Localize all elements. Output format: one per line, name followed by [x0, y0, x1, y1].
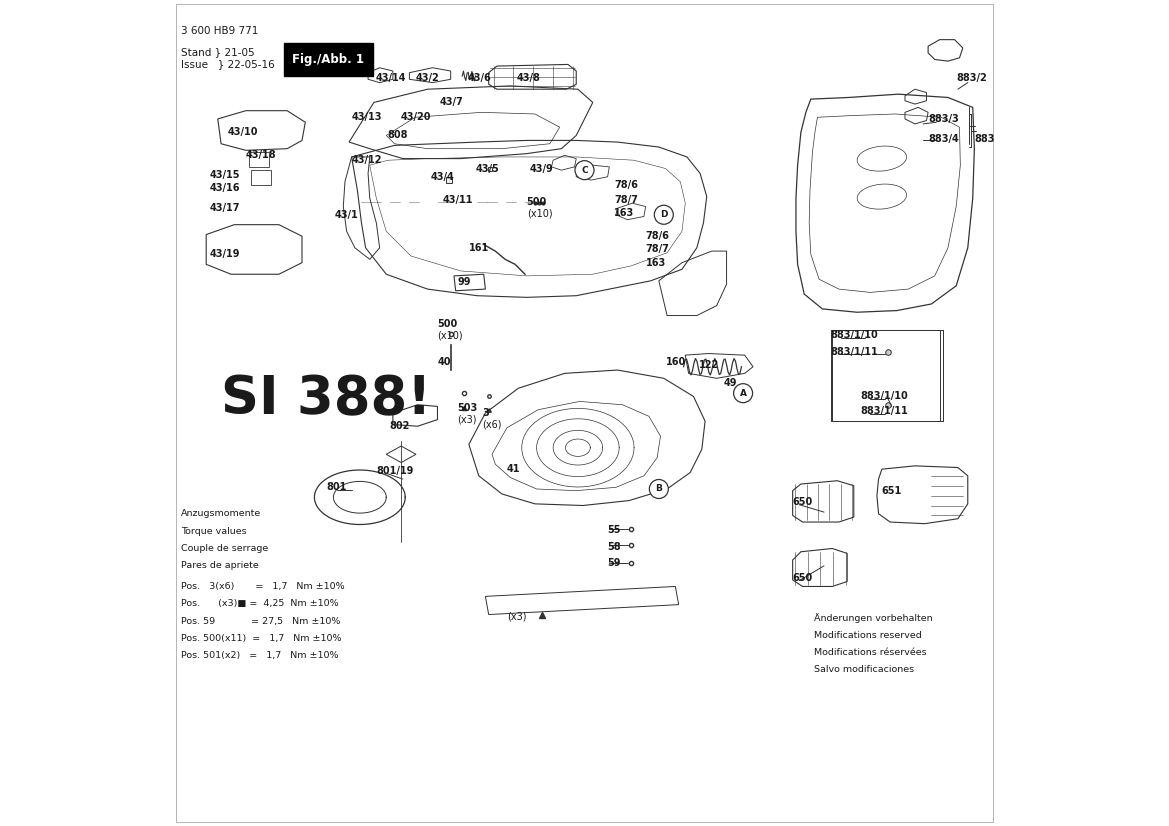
Text: 883/4: 883/4	[928, 134, 959, 144]
Text: 883/2: 883/2	[956, 73, 987, 83]
Text: 43/16: 43/16	[209, 183, 240, 193]
Text: (x10): (x10)	[437, 330, 463, 340]
Text: Pos. 501(x2)   =   1,7   Nm ±10%: Pos. 501(x2) = 1,7 Nm ±10%	[181, 652, 339, 660]
Text: 43/9: 43/9	[530, 164, 554, 173]
Text: 883/1/11: 883/1/11	[860, 406, 908, 416]
Text: 78/6: 78/6	[614, 180, 638, 190]
Text: 43/1: 43/1	[336, 210, 359, 220]
Bar	[249, 152, 269, 167]
Text: Pos. 59            = 27,5   Nm ±10%: Pos. 59 = 27,5 Nm ±10%	[181, 617, 341, 625]
Text: 43/20: 43/20	[400, 112, 431, 122]
Text: 3: 3	[482, 408, 489, 418]
Text: 78/7: 78/7	[614, 195, 638, 205]
Text: 3 600 HB9 771: 3 600 HB9 771	[181, 26, 258, 36]
Text: Pos.      (x3)■ =  4,25  Nm ±10%: Pos. (x3)■ = 4,25 Nm ±10%	[181, 600, 339, 608]
Text: (x6): (x6)	[482, 420, 502, 430]
Text: 43/6: 43/6	[468, 73, 491, 83]
Text: 43/19: 43/19	[209, 249, 240, 259]
Text: 650: 650	[793, 573, 812, 583]
FancyBboxPatch shape	[284, 43, 373, 76]
Text: 43/4: 43/4	[431, 172, 455, 182]
Text: A: A	[740, 389, 747, 397]
Text: Änderungen vorbehalten: Änderungen vorbehalten	[814, 613, 933, 623]
Text: 43/15: 43/15	[209, 170, 240, 180]
Text: Fig./Abb. 1: Fig./Abb. 1	[292, 53, 365, 66]
Text: 43/8: 43/8	[517, 73, 540, 83]
Text: Pos. 500(x11)  =   1,7   Nm ±10%: Pos. 500(x11) = 1,7 Nm ±10%	[181, 634, 341, 643]
Text: C: C	[581, 166, 588, 174]
Text: 883/1/10: 883/1/10	[831, 330, 878, 340]
Text: 122: 122	[699, 360, 719, 370]
Text: 78/7: 78/7	[645, 244, 670, 254]
Text: 43/14: 43/14	[375, 73, 406, 83]
Text: 43/13: 43/13	[352, 112, 382, 122]
Text: Stand } 21-05: Stand } 21-05	[181, 47, 255, 57]
Text: Salvo modificaciones: Salvo modificaciones	[814, 666, 914, 674]
Text: SI 388!: SI 388!	[221, 374, 431, 425]
Text: 883: 883	[975, 134, 995, 144]
Text: Couple de serrage: Couple de serrage	[181, 544, 269, 553]
Text: 802: 802	[389, 421, 410, 431]
Text: B: B	[656, 485, 663, 493]
Text: 503: 503	[457, 403, 478, 413]
Text: Torque values: Torque values	[181, 527, 247, 535]
Text: Pos.   3(x6)       =   1,7   Nm ±10%: Pos. 3(x6) = 1,7 Nm ±10%	[181, 582, 345, 591]
Text: 58: 58	[608, 542, 621, 552]
Text: 651: 651	[881, 486, 902, 496]
Text: Pares de apriete: Pares de apriete	[181, 562, 260, 570]
Text: 43/17: 43/17	[209, 203, 240, 213]
Text: (x10): (x10)	[527, 208, 552, 218]
Text: 808: 808	[387, 131, 408, 140]
Text: 40: 40	[437, 357, 451, 367]
Text: 801/19: 801/19	[376, 466, 414, 476]
Text: 59: 59	[608, 558, 621, 568]
Text: 99: 99	[457, 278, 471, 287]
Text: (x3): (x3)	[457, 415, 477, 425]
Text: 43/5: 43/5	[476, 164, 499, 173]
Text: D: D	[660, 211, 667, 219]
Text: 500: 500	[527, 197, 547, 206]
Text: 43/2: 43/2	[415, 73, 438, 83]
Text: 49: 49	[724, 378, 736, 388]
Text: 43/12: 43/12	[352, 155, 382, 165]
Text: 160: 160	[665, 357, 686, 367]
Text: 883/1/10: 883/1/10	[860, 392, 908, 401]
Text: 43/11: 43/11	[442, 195, 473, 205]
Text: 78/6: 78/6	[645, 231, 670, 241]
Circle shape	[649, 479, 669, 499]
Bar	[251, 170, 270, 185]
Text: 500: 500	[437, 319, 458, 329]
Text: Modifications réservées: Modifications réservées	[814, 648, 927, 657]
Text: 883/1/11: 883/1/11	[831, 347, 878, 357]
Text: 43/18: 43/18	[245, 150, 276, 160]
Text: 55: 55	[608, 525, 621, 535]
Text: Issue   } 22-05-16: Issue } 22-05-16	[181, 59, 275, 69]
Text: 801: 801	[327, 482, 347, 492]
Text: 161: 161	[469, 243, 489, 253]
Circle shape	[655, 205, 673, 224]
Text: 650: 650	[793, 497, 812, 507]
Text: Modifications reserved: Modifications reserved	[814, 631, 922, 639]
Text: (x3): (x3)	[507, 611, 526, 621]
Text: 883/3: 883/3	[928, 114, 959, 124]
Text: Anzugsmomente: Anzugsmomente	[181, 510, 262, 518]
Text: 43/10: 43/10	[228, 127, 258, 137]
Text: 41: 41	[507, 464, 520, 474]
Text: 163: 163	[645, 258, 666, 268]
Text: 163: 163	[614, 208, 635, 218]
Circle shape	[734, 383, 753, 403]
Circle shape	[575, 160, 594, 179]
Text: 43/7: 43/7	[440, 97, 464, 107]
